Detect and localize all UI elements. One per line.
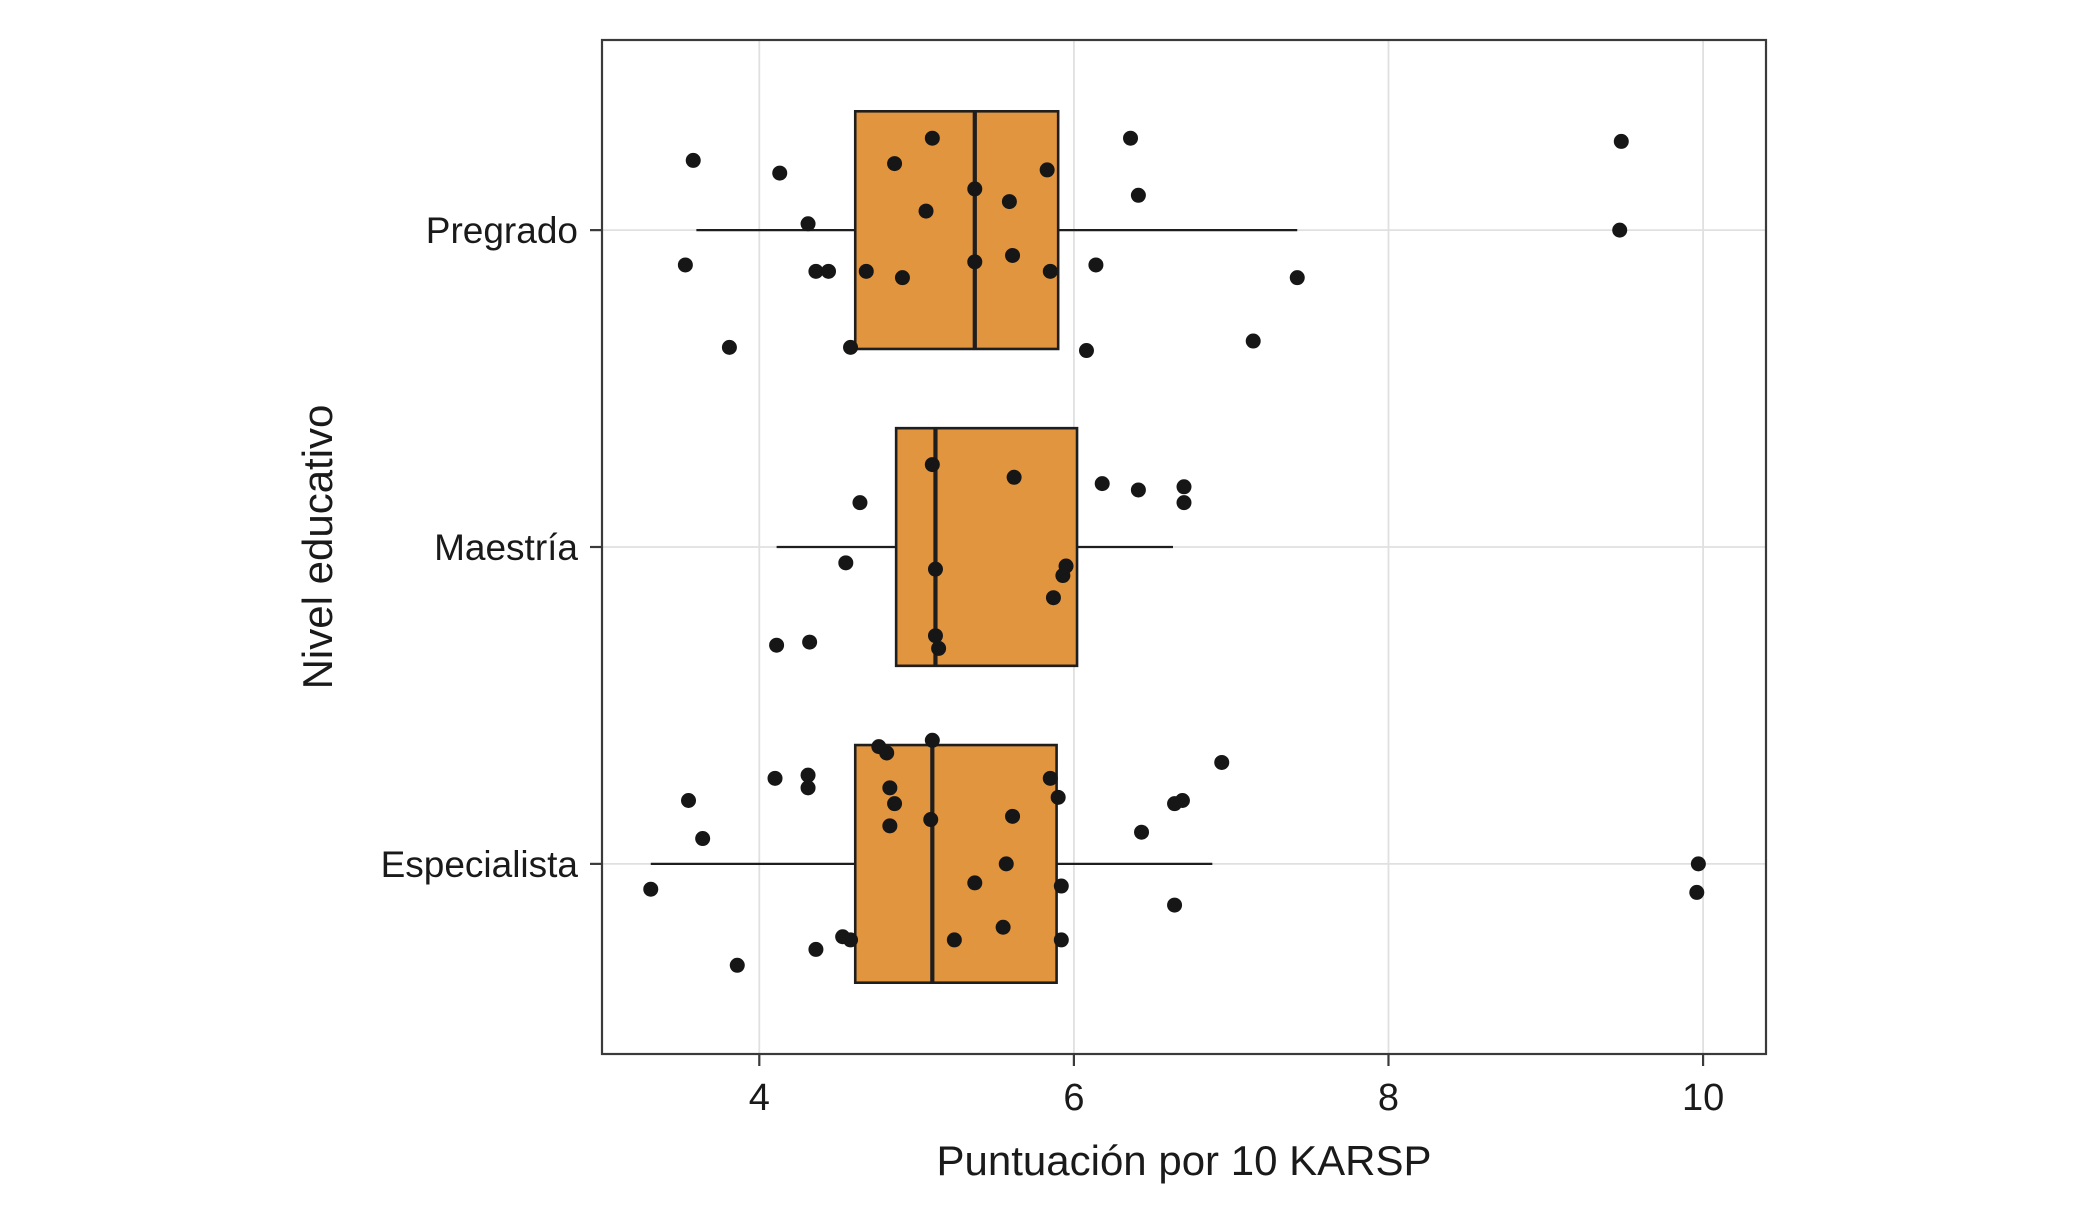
- jitter-point: [1176, 479, 1192, 495]
- y-tick-label-especialista: Especialista: [381, 844, 579, 885]
- jitter-point: [1689, 884, 1705, 900]
- jitter-point: [643, 881, 659, 897]
- x-tick-label: 8: [1378, 1077, 1399, 1119]
- jitter-point: [695, 831, 711, 847]
- jitter-point: [1078, 343, 1094, 359]
- jitter-point: [923, 812, 939, 828]
- jitter-point: [1045, 590, 1061, 606]
- jitter-point: [882, 780, 898, 796]
- jitter-point: [1214, 754, 1230, 770]
- y-axis-title: Nivel educativo: [294, 405, 341, 690]
- jitter-point: [800, 216, 816, 232]
- x-tick-label: 10: [1682, 1077, 1724, 1119]
- jitter-point: [800, 767, 816, 783]
- jitter-point: [802, 634, 818, 650]
- jitter-point: [998, 856, 1014, 872]
- jitter-point: [1134, 824, 1150, 840]
- jitter-point: [721, 339, 737, 355]
- jitter-point: [772, 165, 788, 181]
- jitter-point: [729, 957, 745, 973]
- jitter-point: [924, 130, 940, 146]
- box-maestria: [894, 426, 1079, 668]
- jitter-point: [927, 628, 943, 644]
- jitter-point: [887, 156, 903, 172]
- jitter-point: [1042, 263, 1058, 279]
- jitter-point: [1690, 856, 1706, 872]
- jitter-point: [894, 270, 910, 286]
- jitter-point: [1053, 878, 1069, 894]
- jitter-point: [821, 263, 837, 279]
- jitter-point: [1039, 162, 1055, 178]
- jitter-point: [1005, 808, 1021, 824]
- x-tick-label: 6: [1063, 1077, 1084, 1119]
- jitter-point: [838, 555, 854, 571]
- y-tick-label-pregrado: Pregrado: [426, 210, 578, 251]
- jitter-point: [808, 941, 824, 957]
- jitter-point: [1130, 187, 1146, 203]
- jitter-point: [1006, 469, 1022, 485]
- jitter-point: [1042, 770, 1058, 786]
- jitter-point: [927, 561, 943, 577]
- chart-plot-area: 4 6 8 10 Pregrado Maestría Especialista: [381, 38, 1768, 1119]
- jitter-point: [967, 254, 983, 270]
- jitter-point: [1088, 257, 1104, 273]
- jitter-point: [882, 818, 898, 834]
- jitter-point: [967, 875, 983, 891]
- jitter-point: [1123, 130, 1139, 146]
- jitter-point: [685, 152, 701, 168]
- jitter-point: [1130, 482, 1146, 498]
- jitter-point: [843, 339, 859, 355]
- jitter-point: [1174, 793, 1190, 808]
- jitter-point: [1289, 270, 1305, 286]
- jitter-point: [924, 457, 940, 473]
- jitter-point: [924, 732, 940, 748]
- x-tick-label: 4: [749, 1077, 770, 1119]
- jitter-point: [677, 257, 693, 273]
- jitter-point: [946, 932, 962, 948]
- jitter-point: [1055, 568, 1071, 584]
- jitter-point: [1176, 495, 1192, 511]
- jitter-point: [1050, 789, 1066, 805]
- jitter-point: [879, 745, 895, 761]
- jitter-point: [681, 793, 697, 808]
- jitter-point: [843, 932, 859, 948]
- jitter-point: [931, 640, 947, 656]
- x-axis-title: Puntuación por 10 KARSP: [937, 1137, 1432, 1184]
- jitter-point: [887, 796, 903, 812]
- jitter-point: [1612, 222, 1628, 238]
- box-pregrado: [853, 109, 1060, 351]
- jitter-point: [1005, 247, 1021, 263]
- jitter-point: [918, 203, 934, 219]
- jitter-point: [967, 181, 983, 197]
- jitter-point: [800, 780, 816, 796]
- jitter-point: [1167, 897, 1183, 913]
- jitter-point: [852, 495, 868, 511]
- y-tick-label-maestria: Maestría: [434, 527, 578, 568]
- jitter-point: [1094, 476, 1110, 492]
- jitter-point: [1245, 333, 1261, 349]
- jitter-point: [858, 263, 874, 279]
- jitter-point: [1613, 133, 1629, 149]
- jitter-point: [995, 919, 1011, 935]
- jitter-point: [1001, 194, 1017, 210]
- jitter-point: [769, 637, 785, 653]
- jitter-point: [808, 263, 824, 279]
- jitter-point: [1053, 932, 1069, 948]
- jitter-point: [767, 770, 783, 786]
